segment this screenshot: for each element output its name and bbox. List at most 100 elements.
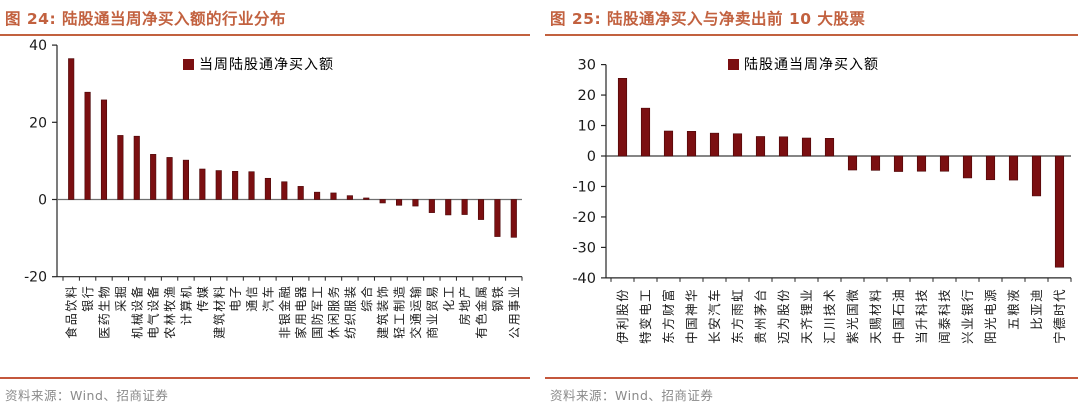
- x-category-label: 建筑装饰: [375, 285, 390, 339]
- bar: [962, 155, 973, 179]
- y-axis-tick-label: -20: [24, 270, 47, 286]
- bar: [150, 154, 157, 200]
- bar: [916, 155, 927, 172]
- x-category-label: 闻泰科技: [937, 288, 952, 344]
- y-axis-tick-label: 20: [578, 88, 596, 104]
- bar: [461, 199, 468, 215]
- x-category-label: 宁德时代: [1052, 288, 1067, 344]
- x-category-label: 当升科技: [914, 288, 929, 344]
- x-category-label: 兴业银行: [960, 288, 975, 344]
- x-category-label: 东方雨虹: [730, 288, 745, 344]
- bar: [297, 186, 304, 200]
- x-category-label: 医药生物: [98, 285, 112, 339]
- bar: [778, 136, 789, 157]
- legend-label: 陆股通当周净买入额: [744, 57, 879, 73]
- x-category-label: 电气设备: [146, 285, 161, 339]
- bar: [801, 137, 812, 157]
- bar: [199, 168, 206, 200]
- bar: [686, 131, 697, 157]
- x-category-label: 紫光国微: [845, 288, 860, 344]
- figure-24: 图 24: 陆股通当周净买入额的行业分布 40 20 0 -20 食品饮料 银行 医药生物采…: [0, 0, 530, 408]
- bar: [732, 133, 743, 157]
- x-category-label: 电子: [229, 285, 243, 312]
- x-category-label: 长安汽车: [707, 288, 722, 344]
- x-category-label: 公用事业: [507, 285, 521, 339]
- bar: [117, 135, 124, 200]
- y-axis-tick-label: -10: [572, 179, 596, 195]
- bar: [166, 157, 173, 200]
- y-axis-tick-label: 40: [29, 38, 47, 54]
- x-category-label: 贵州茅台: [753, 288, 768, 344]
- x-category-label: 通信: [245, 285, 259, 312]
- bar: [445, 199, 452, 216]
- x-category-label: 机械设备: [129, 285, 144, 339]
- bar: [824, 138, 835, 157]
- bar: [1054, 155, 1065, 268]
- x-category-label: 五粮液: [1006, 288, 1021, 330]
- x-category-label: 农林牧渔: [163, 285, 177, 339]
- x-category-label: 中国神华: [684, 288, 699, 344]
- y-axis-tick-label: -40: [572, 271, 596, 287]
- bar: [84, 91, 91, 200]
- bar: [428, 199, 435, 213]
- y-axis-tick-label: -30: [572, 240, 596, 256]
- x-category-label: 化工: [442, 285, 456, 312]
- x-category-label: 食品饮料: [64, 285, 79, 339]
- x-category-label: 银行: [81, 285, 95, 312]
- bar: [709, 132, 720, 157]
- bar: [68, 58, 75, 200]
- figure-25-title: 图 25: 陆股通净买入与净卖出前 10 大股票: [545, 0, 1078, 36]
- x-category-label: 天齐锂业: [799, 288, 814, 344]
- bar: [870, 155, 881, 171]
- y-axis-tick-label: 10: [578, 119, 596, 135]
- x-category-label: 天赐材料: [868, 288, 883, 344]
- x-category-label: 比亚迪: [1029, 288, 1044, 330]
- x-category-label: 商业贸易: [424, 285, 439, 339]
- bar: [412, 199, 419, 207]
- bar: [1031, 155, 1042, 197]
- x-category-label: 特变电工: [638, 288, 653, 344]
- bar: [640, 107, 651, 157]
- x-category-label: 计算机: [179, 285, 194, 326]
- bar: [617, 78, 628, 157]
- bar: [232, 171, 239, 200]
- bar: [1008, 155, 1019, 181]
- bar: [314, 191, 321, 200]
- bar: [939, 155, 950, 172]
- x-category-label: 伊利股份: [615, 288, 630, 344]
- y-axis-tick-label: 0: [38, 193, 47, 209]
- figure-25: 图 25: 陆股通净买入与净卖出前 10 大股票 30 20 10 0 -10 -20 -3…: [539, 0, 1078, 408]
- x-category-label: 钢铁: [491, 285, 505, 312]
- figure-24-legend: 当周陆股通净买入额: [183, 54, 334, 74]
- x-category-label: 房地产: [457, 285, 472, 326]
- figure-25-source: 资料来源：Wind、招商证券: [545, 377, 1078, 408]
- bar: [100, 99, 108, 200]
- x-category-label: 综合: [359, 285, 374, 312]
- industry-net-buy-bar-chart: 40 20 0 -20 食品饮料 银行 医药生物 采掘 机械设备 电气设备 农林牧渔 计算机 传媒 建筑材…: [24, 38, 523, 339]
- bar: [363, 197, 370, 200]
- bar: [510, 199, 517, 238]
- x-category-label: 传媒: [195, 285, 210, 312]
- x-category-label: 阳光电源: [983, 288, 998, 344]
- y-axis-tick-label: 30: [578, 58, 596, 74]
- bar: [281, 181, 288, 200]
- figure-24-source: 资料来源：Wind、招商证券: [0, 377, 530, 408]
- x-category-label: 迈为股份: [776, 288, 791, 344]
- x-category-label: 汽车: [260, 285, 275, 312]
- x-category-label: 轻工制造: [393, 285, 407, 339]
- top-stocks-net-buy-sell-bar-chart: 30 20 10 0 -10 -20 -30 -40 伊利股份 特变电工 东方财富 中国神华 长安汽车东…: [572, 58, 1072, 344]
- x-category-label: 有色金属: [474, 285, 489, 339]
- figure-24-title: 图 24: 陆股通当周净买入额的行业分布: [0, 0, 530, 36]
- bar: [985, 155, 996, 181]
- x-category-label: 纺织服装: [343, 285, 357, 339]
- x-category-label: 东方财富: [661, 288, 676, 344]
- bar: [215, 170, 222, 200]
- bar: [346, 195, 353, 200]
- x-category-label: 采掘: [113, 285, 128, 312]
- x-category-label: 汇川技术: [822, 288, 837, 344]
- x-category-label: 家用电器: [293, 285, 308, 339]
- x-category-label: 建筑材料: [211, 285, 226, 339]
- bar: [330, 192, 337, 200]
- bar: [663, 130, 674, 157]
